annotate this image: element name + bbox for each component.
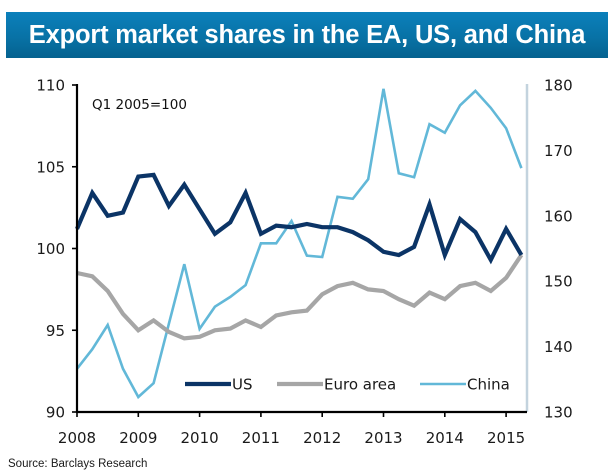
base-annotation: Q1 2005=100 — [92, 97, 187, 113]
right-y-tick-label: 160 — [544, 207, 573, 225]
right-y-tick-label: 130 — [544, 404, 573, 422]
chart-title-banner: Export market shares in the EA, US, and … — [6, 12, 608, 58]
left-y-tick-label: 100 — [36, 240, 65, 258]
x-tick-label: 2011 — [242, 429, 280, 447]
left-y-tick-label: 105 — [36, 158, 65, 176]
legend-label-china: China — [467, 376, 510, 394]
x-tick-label: 2015 — [487, 429, 525, 447]
left-y-tick-label: 95 — [46, 322, 65, 340]
series-line-china — [75, 88, 523, 400]
legend-item-china: China — [420, 376, 510, 394]
series-line-euro-area — [76, 253, 524, 341]
x-tick-label: 2008 — [58, 429, 96, 447]
legend-item-us: US — [185, 376, 253, 394]
series-line-us — [75, 172, 524, 265]
left-y-tick-label: 110 — [36, 77, 65, 95]
legend: US Euro area China — [185, 376, 510, 394]
right-y-tick-label: 170 — [544, 142, 573, 160]
legend-label-us: US — [232, 376, 253, 394]
legend-item-euro-area: Euro area — [277, 376, 396, 394]
right-y-tick-label: 180 — [544, 77, 573, 95]
legend-label-euro-area: Euro area — [324, 376, 396, 394]
x-tick-label: 2013 — [364, 429, 402, 447]
x-tick-label: 2014 — [426, 429, 464, 447]
source-note: Source: Barclays Research — [8, 458, 148, 470]
x-tick-label: 2009 — [119, 429, 157, 447]
series-layer — [75, 88, 524, 400]
x-tick-label: 2012 — [303, 429, 341, 447]
chart-title: Export market shares in the EA, US, and … — [28, 21, 586, 49]
axes-layer: 90 95 100 105 110 130 140 150 160 170 180 2008 2009 2… — [36, 77, 572, 448]
x-tick-label: 2010 — [181, 429, 219, 447]
left-y-tick-label: 90 — [46, 404, 65, 422]
right-y-tick-label: 150 — [544, 273, 573, 291]
right-y-tick-label: 140 — [544, 338, 573, 356]
